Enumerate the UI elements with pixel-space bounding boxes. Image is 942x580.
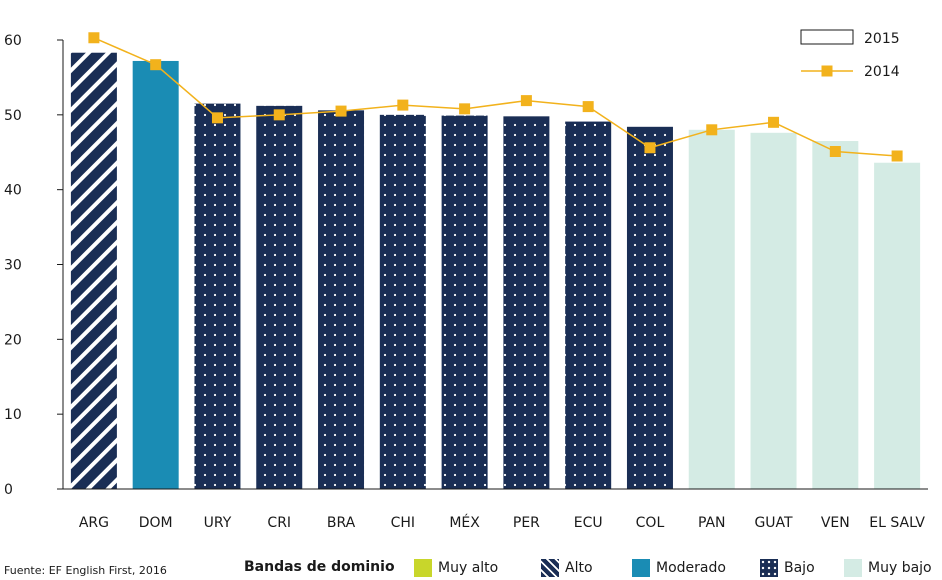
point-2014 [706, 124, 718, 136]
point-2014 [520, 95, 532, 107]
band-label: Alto [565, 560, 593, 576]
x-tick-label: CHI [391, 515, 415, 531]
x-tick-label: VEN [821, 515, 850, 531]
chart: 0 10 20 30 40 50 60 ARG DOM URY CRI BRA CHI MÉX PER ECU… [4, 29, 928, 531]
bar-ecu [565, 121, 612, 490]
band-swatch [541, 559, 559, 577]
bar-chi [379, 114, 426, 489]
y-tick-label: 40 [4, 183, 22, 199]
y-tick-label: 30 [4, 258, 22, 274]
point-2014 [397, 99, 409, 111]
x-tick-label: ECU [574, 515, 603, 531]
y-tick-label: 0 [4, 482, 13, 498]
bar-ury [194, 103, 241, 489]
legend-label-2015: 2015 [864, 31, 900, 47]
band-label: Muy bajo [868, 560, 932, 576]
x-tick-label: EL SALV [869, 515, 925, 531]
bar-dom [132, 60, 179, 489]
point-2014 [768, 116, 780, 128]
point-2014 [829, 146, 841, 158]
band-swatch [844, 559, 862, 577]
band-bajo: Bajo [760, 558, 815, 578]
band-muy-alto: Muy alto [414, 558, 498, 578]
band-label: Muy alto [438, 560, 499, 576]
axes [62, 40, 928, 490]
band-swatch [632, 559, 650, 577]
point-2014 [273, 109, 285, 121]
bar-arg [70, 52, 117, 489]
line-2014 [88, 32, 903, 162]
point-2014 [88, 32, 100, 44]
legend-swatch-2015 [800, 29, 854, 45]
labels: 0 10 20 30 40 50 60 ARG DOM URY CRI BRA CHI MÉX PER ECU… [4, 33, 925, 531]
x-tick-label: PAN [698, 515, 726, 531]
x-tick-label: DOM [139, 515, 173, 531]
x-tick-label: BRA [327, 515, 356, 531]
point-2014 [150, 59, 162, 71]
x-tick-label: CRI [267, 515, 291, 531]
bar-bra [318, 110, 365, 490]
y-grid [57, 39, 63, 490]
bar-cri [256, 105, 303, 489]
band-alto: Alto [541, 558, 593, 578]
line-2014-path [93, 37, 898, 157]
bar-méx [441, 115, 488, 489]
y-tick-label: 20 [4, 332, 22, 348]
bar-per [503, 116, 550, 489]
legend-label-2014: 2014 [864, 64, 900, 80]
band-muy-bajo: Muy bajo [844, 558, 932, 578]
point-2014 [335, 105, 347, 117]
x-tick-label: PER [513, 515, 540, 531]
y-tick-label: 60 [4, 33, 22, 49]
band-moderado: Moderado [632, 558, 726, 578]
point-2014 [211, 112, 223, 124]
point-2014 [891, 150, 903, 162]
y-tick-label: 50 [4, 108, 22, 124]
band-label: Bajo [784, 560, 815, 576]
x-tick-label: ARG [79, 515, 109, 531]
bar-ven [812, 141, 859, 489]
bar-col [626, 126, 673, 489]
source-note: Fuente: EF English First, 2016 [4, 564, 167, 577]
legend-marker-2014 [821, 65, 833, 77]
bar-guat [750, 132, 797, 489]
bands-title: Bandas de dominio [244, 559, 395, 575]
band-swatch [760, 559, 778, 577]
x-tick-label: COL [636, 515, 665, 531]
bars [70, 52, 921, 490]
band-swatch [414, 559, 432, 577]
bar-el-salv [874, 162, 921, 489]
point-2014 [644, 142, 656, 154]
bar-pan [688, 129, 735, 490]
band-label: Moderado [656, 560, 726, 576]
footer: Fuente: EF English First, 2016 Bandas de… [0, 556, 942, 580]
x-tick-label: GUAT [754, 515, 793, 531]
legend: 2015 2014 [800, 29, 900, 80]
x-tick-label: MÉX [449, 514, 480, 531]
point-2014 [582, 101, 594, 113]
x-tick-label: URY [204, 515, 232, 531]
y-tick-label: 10 [4, 407, 22, 423]
point-2014 [459, 103, 471, 115]
